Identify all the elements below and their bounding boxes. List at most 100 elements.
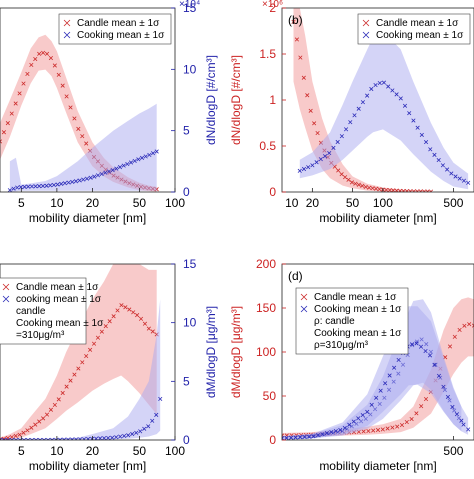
marker-a-1-26 <box>103 170 108 175</box>
marker-a-0-13 <box>48 55 54 61</box>
legend-entry-d-3: Cooking mean ± 1σ <box>314 328 402 339</box>
marker-d-2-11 <box>329 430 334 435</box>
marker-a-1-8 <box>37 184 42 189</box>
marker-d-0-20 <box>375 427 381 433</box>
legend-entry-d-0: Candle mean ± 1σ <box>314 292 397 303</box>
marker-c-0-7 <box>25 428 30 433</box>
marker-a-0-9 <box>33 56 38 62</box>
marker-c-0-23 <box>88 347 93 352</box>
band-a-1 <box>9 103 157 192</box>
marker-c-0-12 <box>44 412 50 417</box>
marker-a-1-23 <box>92 174 97 179</box>
marker-a-1-25 <box>99 171 104 177</box>
marker-d-1-39 <box>461 422 466 427</box>
marker-b-0-23 <box>370 186 375 191</box>
marker-b-1-3 <box>310 163 315 168</box>
left-tick-label-b-0: 0 <box>269 185 276 199</box>
legend-marker-c-0 <box>2 283 10 291</box>
marker-d-2-25 <box>392 365 397 370</box>
legend-marker-a-0 <box>63 19 71 27</box>
marker-c-1-3 <box>9 437 15 440</box>
marker-d-2-7 <box>311 434 316 439</box>
marker-b-1-33 <box>436 158 441 163</box>
marker-b-0-7 <box>315 130 320 136</box>
marker-d-0-40 <box>471 323 474 328</box>
x-axis-label-d: mobility diameter [nm] <box>319 459 436 473</box>
x-tick-label-c-2: 20 <box>86 444 100 458</box>
marker-c-1-9 <box>33 437 39 440</box>
marker-c-1-37 <box>146 424 151 429</box>
marker-c-1-11 <box>41 437 47 440</box>
marker-a-0-8 <box>29 62 34 68</box>
marker-b-0-29 <box>391 188 396 192</box>
marker-d-0-27 <box>409 416 414 422</box>
legend-entry-b-1: Cooking mean ± 1σ <box>376 30 464 41</box>
marker-d-0-21 <box>380 427 385 432</box>
marker-b-1-35 <box>445 167 450 172</box>
plot-area-a <box>0 34 159 192</box>
marker-d-0-36 <box>452 334 457 339</box>
legend-box-b <box>357 13 471 45</box>
marker-b-0-5 <box>308 108 313 113</box>
right-tick-label-a-0: 0 <box>183 185 190 199</box>
right-axis-label-c: dM/dlogD [μg/m³] <box>204 306 218 398</box>
marker-c-1-22 <box>86 436 91 440</box>
marker-b-1-38 <box>457 176 462 181</box>
marker-b-1-31 <box>428 147 433 152</box>
x-tick-label-c-1: 10 <box>50 444 64 458</box>
marker-b-1-11 <box>343 127 349 132</box>
marker-b-0-0 <box>291 19 296 24</box>
marker-d-2-23 <box>383 381 388 386</box>
x-tick-label-a-2: 20 <box>86 196 100 210</box>
x-tick-label-a-0: 5 <box>18 196 25 210</box>
marker-a-1-10 <box>44 183 49 188</box>
marker-b-0-20 <box>360 183 365 188</box>
marker-b-0-21 <box>363 184 368 189</box>
marker-a-0-5 <box>17 91 22 96</box>
band-d-2 <box>282 306 462 440</box>
marker-a-0-22 <box>84 141 89 146</box>
right-tick-label-c-1: 5 <box>183 374 190 388</box>
marker-a-1-22 <box>88 175 93 180</box>
marker-d-0-17 <box>361 429 366 434</box>
legend-marker-b-0 <box>362 19 370 27</box>
marker-d-2-15 <box>347 422 352 427</box>
legend-entry-a-1: Cooking mean ± 1σ <box>77 30 165 41</box>
marker-c-0-28 <box>107 319 112 324</box>
right-tick-label-c-0: 0 <box>183 433 190 447</box>
x-tick-label-b-2: 100 <box>373 196 393 210</box>
left-tick-label-d-4: 200 <box>256 257 276 271</box>
x-axis-label-a: mobility diameter [nm] <box>29 211 146 225</box>
marker-b-1-0 <box>297 168 302 173</box>
right-tick-label-a-1: 5 <box>183 124 190 138</box>
marker-a-0-15 <box>56 72 61 77</box>
marker-b-1-12 <box>348 120 353 125</box>
marker-b-1-21 <box>386 84 391 89</box>
marker-a-1-7 <box>33 184 38 189</box>
marker-c-0-5 <box>17 432 22 437</box>
right-axis-label-a: dN/dlogD [#/cm³] <box>204 55 218 145</box>
marker-a-0-16 <box>60 83 65 88</box>
marker-c-1-19 <box>74 437 79 440</box>
marker-b-0-27 <box>384 187 389 192</box>
legend-entry-c-0: Candle mean ± 1σ <box>16 282 99 293</box>
marker-a-1-35 <box>136 157 141 162</box>
marker-a-1-34 <box>132 158 137 164</box>
marker-b-1-7 <box>327 151 332 156</box>
marker-b-0-36 <box>415 189 420 192</box>
marker-c-0-16 <box>60 390 65 396</box>
marker-d-0-29 <box>419 404 424 409</box>
panel-b: 20 50 100 500 10 mobility diameter [nm] 0 0.5 1 1… <box>229 0 474 225</box>
marker-c-1-36 <box>142 426 147 431</box>
marker-c-1-10 <box>37 437 43 440</box>
marker-b-1-20 <box>381 80 387 85</box>
marker-c-0-4 <box>13 433 18 438</box>
marker-c-0-13 <box>48 407 54 412</box>
marker-b-0-38 <box>422 189 427 192</box>
marker-c-1-8 <box>29 437 35 440</box>
marker-a-1-6 <box>29 184 34 189</box>
marker-a-1-14 <box>59 181 64 186</box>
